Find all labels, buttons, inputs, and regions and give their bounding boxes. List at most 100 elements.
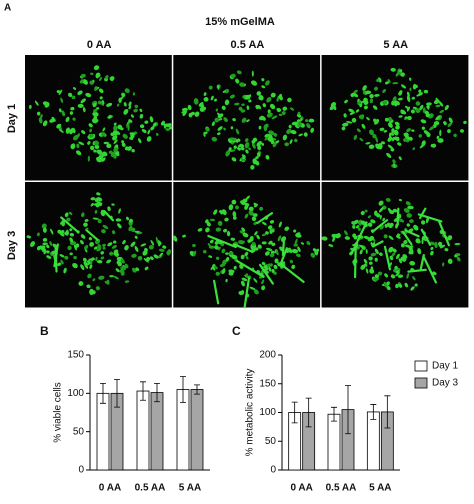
cell [294,238,298,245]
cell [388,122,393,128]
cell [355,109,360,113]
cell [306,123,311,129]
cell [406,213,412,218]
cell [291,264,296,269]
cell [56,90,61,94]
cell [403,133,407,138]
cell [102,127,106,132]
cell [247,239,252,243]
cell [215,108,219,112]
cell [69,237,74,243]
y-tick-label: 100 [259,407,276,418]
cell [382,217,386,222]
cell [346,121,353,124]
cell [169,126,173,130]
cell [379,127,385,131]
cell [367,222,373,227]
cell [297,246,301,252]
cell [395,71,400,77]
cell [113,139,118,145]
cell [46,244,50,249]
cell [236,138,241,142]
cell [439,129,442,137]
cell [296,253,301,258]
cell [133,108,138,113]
cell [137,138,142,144]
cell [256,91,262,96]
cell [106,143,112,149]
cell [113,275,119,280]
cell [295,232,301,237]
cell [199,103,205,108]
cell [374,93,380,97]
cell [400,256,405,261]
cell [425,113,430,118]
cell [78,281,84,286]
fiber [54,247,58,273]
cell [447,122,453,128]
cell [282,134,288,141]
cell [393,163,396,168]
x-tick-label: 5 AA [369,483,391,494]
cell [224,99,230,106]
cell [203,92,207,96]
cell [417,240,421,244]
cell [375,136,378,143]
y-tick-label: 150 [259,378,276,389]
cell [364,209,368,213]
cell [270,250,275,254]
cell [245,273,249,278]
panel-label: A [4,3,11,14]
cell [300,242,305,245]
cell [264,266,269,272]
cell [216,132,221,136]
cell [437,241,443,246]
cell [359,137,364,142]
cell [139,124,145,129]
cell [89,264,93,269]
cell [129,137,134,140]
fiber [372,240,384,248]
cell [159,252,164,257]
error-bar [305,397,312,428]
cell [261,142,265,146]
cell [89,133,94,138]
cell [65,127,71,134]
cell [310,252,316,258]
cell [215,227,222,232]
cell [231,254,238,260]
cell [115,152,120,156]
cell [388,246,394,253]
cell [52,243,58,249]
cell [141,128,147,134]
cell [92,278,96,282]
cell [61,110,66,117]
cell [418,134,422,138]
cell [398,115,403,118]
cell [139,108,143,113]
cell [93,115,98,121]
cell [282,106,288,111]
cell [240,290,245,295]
cell [374,210,378,216]
cell [96,192,101,196]
cell [240,254,245,260]
cell [332,236,336,242]
cell [254,231,258,236]
cell [447,129,451,134]
cell [225,256,230,262]
cell [255,104,260,110]
cell [115,218,122,222]
cell [120,271,125,276]
cell [244,142,250,149]
cell [443,121,447,126]
cell [255,156,259,160]
cell [360,245,366,250]
cell [288,124,292,129]
cell [229,149,236,153]
cell [367,215,371,219]
cell [80,98,86,104]
cell [293,229,297,233]
cell [394,265,398,270]
cell [276,96,280,102]
